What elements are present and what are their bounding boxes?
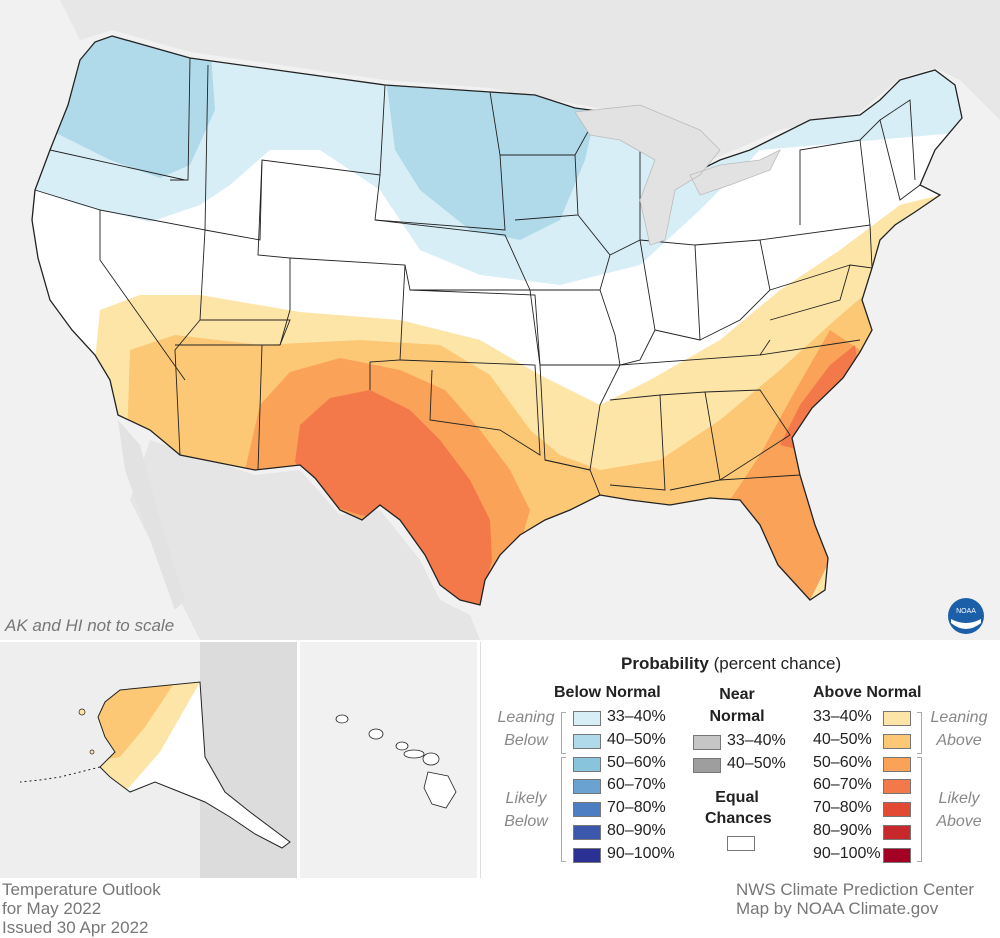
below-normal-header: Below Normal: [554, 684, 661, 701]
alaska-inset: [0, 642, 297, 878]
above-label-0: 33–40%: [813, 708, 872, 725]
ak-above-40-50: [98, 682, 175, 762]
hawaii-inset: [300, 642, 477, 878]
below-swatch-6: [573, 847, 601, 863]
below-swatch-3: [573, 779, 601, 795]
outlook-title: Temperature Outlook: [2, 880, 161, 899]
great-lakes: [574, 104, 781, 246]
below-33-40-maine: [905, 75, 950, 108]
state-boundaries: [31, 35, 963, 606]
above-label-1: 40–50%: [813, 730, 872, 748]
near-label-1: 40–50%: [727, 754, 786, 772]
hawaii-map-svg: [335, 714, 457, 809]
below-label-2: 50–60%: [607, 753, 666, 771]
outlook-period: for May 2022: [2, 899, 102, 918]
above-label-4: 70–80%: [813, 799, 872, 817]
near-label-0: 33–40%: [727, 732, 786, 749]
below-swatch-2: [573, 756, 601, 772]
below-label-3: 60–70%: [607, 776, 666, 794]
mexico-landmass: [130, 440, 480, 640]
equal-chances-swatch: [727, 836, 755, 851]
scale-note: AK and HI not to scale: [4, 616, 174, 635]
footer-right: NWS Climate Prediction Center Map by NOA…: [736, 880, 974, 918]
above-60-70-carolinas: [780, 345, 860, 450]
baja-peninsula: [118, 420, 185, 610]
near-swatch-1: [693, 757, 721, 773]
credit-map: Map by NOAA Climate.gov: [736, 899, 939, 918]
credit-center: NWS Climate Prediction Center: [736, 880, 975, 899]
conus-map: AK and HI not to scale NOAA: [0, 0, 1000, 640]
below-40-50-northcentral: [385, 70, 600, 240]
above-label-2: 50–60%: [813, 753, 872, 771]
below-label-1: 40–50%: [607, 730, 666, 748]
below-swatch-1: [573, 733, 601, 749]
above-60-70-texas: [295, 390, 492, 605]
below-label-4: 70–80%: [607, 799, 666, 817]
equal-chances-header: Equal Chances: [705, 789, 772, 827]
above-label-3: 60–70%: [813, 776, 872, 794]
footer-left: Temperature Outlook for May 2022 Issued …: [2, 880, 161, 937]
legend-title: Probability (percent chance): [621, 654, 842, 673]
below-swatch-4: [573, 802, 601, 818]
above-swatch-2: [883, 756, 911, 772]
near-normal-header: Near Normal: [709, 686, 765, 725]
legend-panel: Probability (percent chance) Below Norma…: [480, 642, 1000, 878]
above-swatch-5: [883, 825, 911, 840]
above-swatch-6: [883, 847, 911, 863]
likely-above-label: Likely Above: [936, 790, 982, 830]
below-label-6: 90–100%: [607, 844, 675, 862]
above-swatch-0: [883, 711, 911, 726]
issued-date: Issued 30 Apr 2022: [2, 918, 149, 937]
below-label-0: 33–40%: [607, 708, 666, 725]
above-label-5: 80–90%: [813, 822, 872, 839]
below-label-5: 80–90%: [607, 822, 666, 839]
above-swatch-4: [883, 802, 911, 818]
conus-map-svg: AK and HI not to scale: [4, 0, 1000, 640]
above-swatch-1: [883, 733, 911, 749]
canada-landmass: [60, 0, 1000, 165]
near-swatch-0: [693, 735, 721, 750]
svg-text:NOAA: NOAA: [956, 608, 976, 615]
above-label-6: 90–100%: [813, 844, 881, 862]
noaa-logo-icon: NOAA: [948, 598, 984, 634]
above-swatch-3: [883, 779, 911, 795]
below-swatch-0: [573, 711, 601, 726]
alaska-map-svg: [19, 642, 297, 878]
below-swatch-5: [573, 825, 601, 840]
above-normal-header: Above Normal: [813, 684, 922, 701]
leaning-above-label: Leaning Above: [930, 709, 988, 749]
likely-below-label: Likely Below: [504, 790, 548, 830]
leaning-below-label: Leaning Below: [497, 709, 555, 749]
